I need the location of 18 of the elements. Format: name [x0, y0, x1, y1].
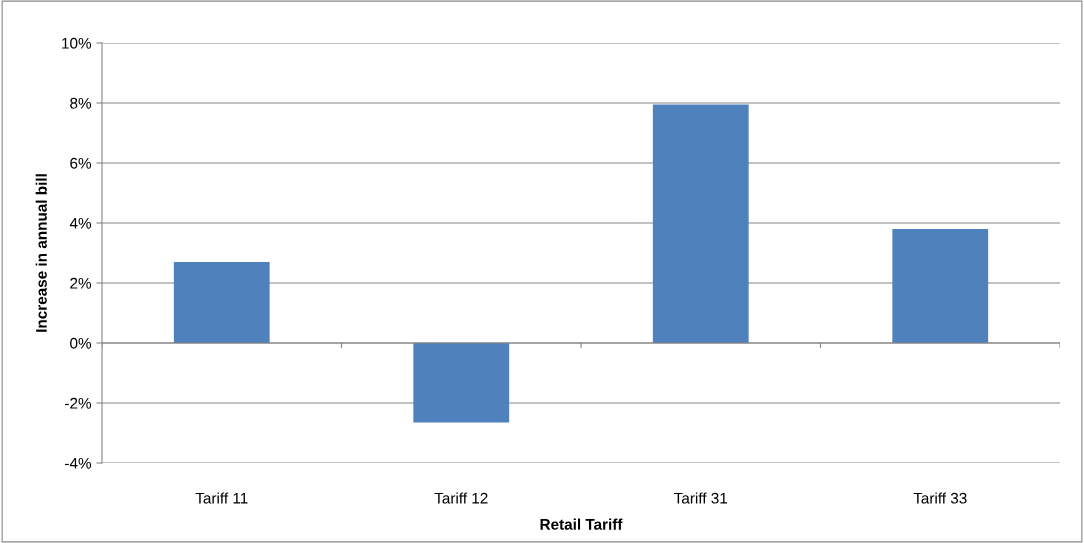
- y-tick-label: 6%: [70, 157, 92, 169]
- bar: [652, 104, 749, 343]
- y-tick-label: 8%: [70, 97, 92, 109]
- x-axis-title: Retail Tariff: [540, 518, 623, 530]
- y-tick-label: 2%: [70, 277, 92, 289]
- y-tick-label: 10%: [62, 37, 92, 49]
- x-tick-label: Tariff 31: [674, 492, 728, 504]
- x-tick-label: Tariff 11: [195, 492, 248, 504]
- bar: [413, 343, 510, 423]
- y-tick-label: -2%: [65, 397, 92, 409]
- y-tick-label: 4%: [69, 217, 92, 229]
- y-tick-label: -4%: [65, 457, 92, 469]
- x-tick-label: Tariff 12: [434, 492, 488, 504]
- bar: [892, 229, 989, 343]
- y-axis-title: Increase in annual bill: [35, 174, 47, 332]
- x-tick-label: Tariff 33: [913, 492, 967, 504]
- y-tick-label: 0%: [70, 337, 92, 349]
- bar: [173, 262, 270, 343]
